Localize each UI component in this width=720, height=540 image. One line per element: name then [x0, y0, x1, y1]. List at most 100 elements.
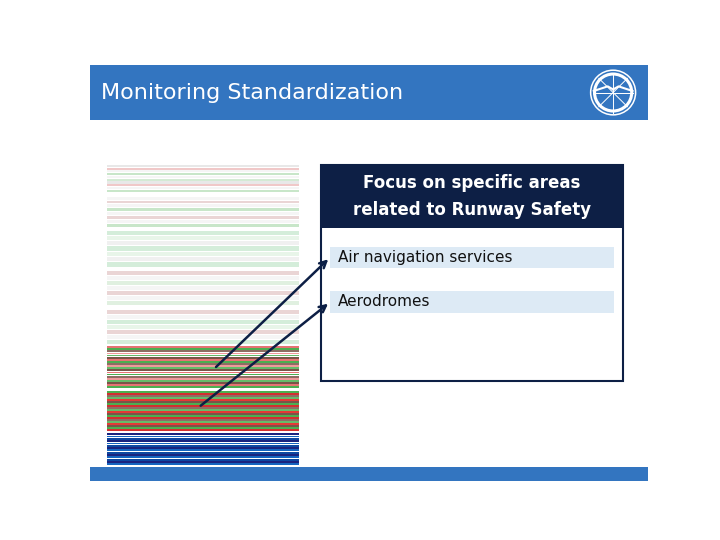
Bar: [107, 241, 300, 245]
Bar: [107, 393, 300, 395]
Bar: [107, 382, 300, 384]
Bar: [107, 369, 300, 372]
Circle shape: [591, 71, 635, 114]
Bar: [107, 411, 300, 413]
Bar: [107, 384, 300, 386]
Bar: [107, 374, 300, 375]
Circle shape: [596, 76, 630, 110]
Circle shape: [593, 72, 634, 112]
Bar: [107, 407, 300, 409]
Bar: [90, 65, 648, 120]
Bar: [107, 415, 300, 416]
Bar: [107, 257, 300, 261]
Bar: [107, 456, 300, 458]
Text: Focus on specific areas
related to Runway Safety: Focus on specific areas related to Runwa…: [353, 174, 591, 219]
Bar: [107, 184, 300, 186]
Bar: [107, 425, 300, 427]
Bar: [330, 247, 614, 268]
Bar: [107, 387, 300, 388]
Bar: [107, 433, 300, 435]
Bar: [107, 224, 300, 226]
Bar: [107, 419, 300, 421]
Text: Aerodromes: Aerodromes: [338, 294, 431, 309]
Bar: [107, 429, 300, 430]
Bar: [330, 291, 614, 313]
Bar: [107, 197, 300, 200]
Bar: [107, 440, 300, 442]
Bar: [107, 391, 300, 393]
Bar: [107, 208, 300, 211]
Bar: [107, 357, 300, 359]
Bar: [90, 467, 648, 481]
Bar: [107, 443, 300, 444]
Bar: [107, 427, 300, 429]
Bar: [107, 252, 300, 256]
Bar: [90, 120, 648, 467]
Bar: [107, 187, 300, 189]
Bar: [107, 399, 300, 401]
Bar: [107, 363, 300, 365]
Bar: [107, 463, 300, 465]
Bar: [107, 372, 300, 373]
Bar: [107, 445, 300, 447]
Text: Air navigation services: Air navigation services: [338, 250, 513, 265]
Bar: [107, 236, 300, 240]
Bar: [107, 315, 300, 319]
Bar: [107, 281, 300, 285]
Bar: [107, 231, 300, 235]
Bar: [107, 376, 300, 377]
Circle shape: [590, 70, 636, 116]
Bar: [107, 173, 300, 175]
Bar: [107, 181, 300, 184]
Bar: [107, 348, 300, 350]
Bar: [107, 361, 300, 363]
Bar: [107, 246, 300, 251]
Bar: [107, 405, 300, 407]
Bar: [107, 179, 300, 181]
Text: Monitoring Standardization: Monitoring Standardization: [101, 83, 403, 103]
Bar: [107, 204, 300, 207]
Bar: [107, 397, 300, 399]
Bar: [107, 417, 300, 418]
Bar: [107, 320, 300, 324]
Bar: [107, 325, 300, 329]
Bar: [107, 452, 300, 454]
Bar: [107, 346, 300, 348]
Bar: [107, 454, 300, 456]
Bar: [107, 449, 300, 451]
Bar: [107, 340, 300, 343]
Bar: [107, 401, 300, 402]
Bar: [107, 291, 300, 295]
Bar: [321, 165, 624, 228]
Bar: [107, 176, 300, 178]
Bar: [107, 380, 300, 382]
Bar: [107, 276, 300, 280]
Bar: [107, 436, 300, 437]
Bar: [107, 190, 300, 192]
Bar: [107, 200, 300, 204]
Bar: [107, 403, 300, 404]
Bar: [107, 212, 300, 215]
Bar: [107, 262, 300, 267]
Bar: [107, 461, 300, 463]
Bar: [107, 365, 300, 367]
Bar: [107, 447, 300, 449]
Bar: [107, 378, 300, 380]
Bar: [107, 272, 300, 275]
Bar: [107, 459, 300, 461]
Bar: [107, 395, 300, 396]
Bar: [107, 421, 300, 422]
Bar: [107, 335, 300, 339]
Bar: [107, 409, 300, 410]
Bar: [321, 165, 624, 381]
Bar: [107, 438, 300, 440]
Bar: [107, 367, 300, 369]
Bar: [107, 423, 300, 424]
Bar: [107, 165, 300, 167]
Bar: [107, 310, 300, 314]
Bar: [107, 167, 300, 170]
Bar: [107, 286, 300, 290]
Bar: [107, 353, 300, 354]
Bar: [107, 359, 300, 361]
Bar: [107, 220, 300, 222]
